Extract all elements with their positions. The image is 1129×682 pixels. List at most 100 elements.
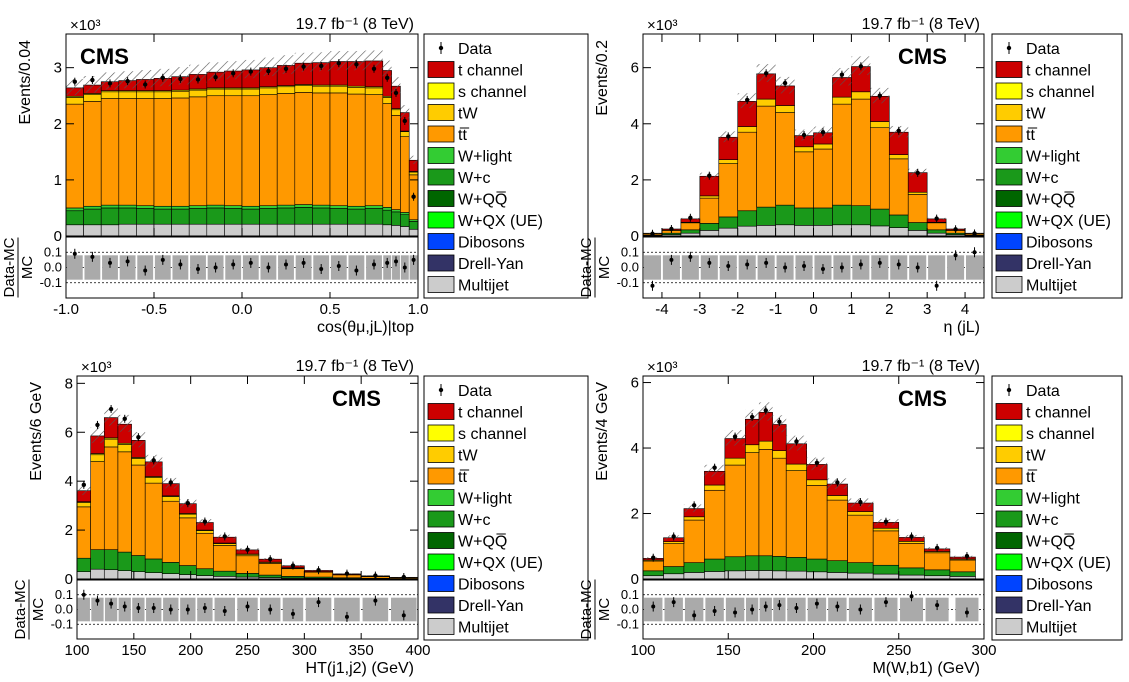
bar-w-c <box>718 216 739 229</box>
data-point <box>136 434 141 440</box>
bar-tt- <box>758 449 773 557</box>
cms-label: CMS <box>898 44 947 69</box>
ratio-point <box>301 260 306 265</box>
bar-w-c <box>144 558 163 573</box>
bar-w-c <box>704 558 726 572</box>
data-point <box>81 482 87 488</box>
legend-swatch <box>427 233 455 250</box>
bar-tw <box>847 511 874 516</box>
bar-w-c <box>224 208 243 225</box>
stack-group <box>66 50 418 236</box>
bar-w-c <box>926 229 947 234</box>
legend-label: Dibosons <box>1026 577 1093 594</box>
ratio-point <box>125 259 130 264</box>
legend-swatch <box>995 254 1023 272</box>
data-point <box>669 226 674 232</box>
legend-marker <box>438 387 444 393</box>
x-tick-label: 300 <box>971 642 996 659</box>
ratio-point <box>883 600 888 605</box>
bar-tt- <box>643 560 664 572</box>
x-tick-label: 100 <box>64 642 89 659</box>
legend-swatch <box>427 467 455 485</box>
bar-w-c <box>408 221 418 230</box>
bar-w-c <box>196 568 214 576</box>
legend-marker <box>1006 387 1012 393</box>
ratio-point <box>750 607 755 612</box>
legend-swatch <box>427 510 455 528</box>
bar-w-c <box>870 208 890 227</box>
ratio-point <box>858 607 863 612</box>
data-point <box>393 90 399 96</box>
uncertainty-band <box>259 57 278 77</box>
legend-label: tW <box>1026 448 1046 465</box>
bar-w-c <box>347 208 366 225</box>
bar-tt- <box>294 92 313 205</box>
ratio-point <box>316 600 321 605</box>
bar-w-c <box>872 564 900 575</box>
bar-tt- <box>213 545 237 572</box>
legend-swatch <box>427 104 455 121</box>
uncertainty-band <box>136 70 154 88</box>
data-point <box>266 68 271 74</box>
bar-multijet <box>329 223 348 236</box>
ratio-point <box>726 263 731 268</box>
data-point <box>336 60 341 66</box>
bar-multijet <box>259 223 278 236</box>
bar-w-c <box>294 207 313 225</box>
data-point <box>185 500 191 506</box>
ratio-tick-label: -0.1 <box>617 616 639 631</box>
legend-label: W+c <box>458 512 490 529</box>
bar-tw <box>196 530 214 534</box>
legend: Data t channel s channel tW tt̅ W+light W+c W+Q… <box>991 33 1123 299</box>
bar-w-c <box>66 210 84 226</box>
x-tick-label: 1.0 <box>408 301 429 318</box>
bar-tt- <box>888 158 909 216</box>
legend-label: Drell-Yan <box>1026 256 1092 273</box>
ratio-tick-label: -0.1 <box>51 616 73 631</box>
x-axis-label: cos(θμ,jL)|top <box>317 319 414 336</box>
legend-swatch <box>427 61 455 78</box>
legend-swatch <box>995 125 1023 143</box>
x-axis-label: HT(j1,j2) (GeV) <box>306 660 414 677</box>
data-point <box>373 573 378 578</box>
legend-label: t channel <box>1026 405 1091 422</box>
bar-tt- <box>329 92 348 206</box>
y-tick-label: 0 <box>65 571 73 588</box>
bar-tt- <box>756 105 776 208</box>
bar-w-c <box>391 211 401 226</box>
bar-multijet <box>100 224 120 236</box>
bar-multijet <box>663 573 685 579</box>
data-point <box>143 82 148 87</box>
bar-multijet <box>117 570 132 579</box>
ratio-point <box>783 265 788 270</box>
bar-tt- <box>391 115 401 210</box>
bar-tw <box>294 85 313 93</box>
ratio-tick-label: 0.1 <box>621 244 639 259</box>
ratio-label-bottom: MC <box>596 598 613 621</box>
bar-w-light <box>188 205 208 209</box>
ratio-point <box>835 604 840 609</box>
bar-multijet <box>144 572 163 579</box>
ratio-uncertainty <box>409 255 418 280</box>
ratio-point <box>692 613 697 618</box>
data-point <box>268 556 273 562</box>
y-tick-label: 2 <box>65 522 73 539</box>
bar-multijet <box>83 224 102 236</box>
bar-w-c <box>171 208 190 225</box>
data-point <box>671 534 676 539</box>
x-tick-label: 200 <box>178 642 203 659</box>
bar-w-light <box>66 207 84 212</box>
y-axis-label: Events/6 GeV <box>28 382 45 481</box>
legend-label: W+c <box>458 170 490 187</box>
bar-tw <box>806 479 828 486</box>
legend-label: W+QQ̅ <box>1026 191 1075 209</box>
ratio-point <box>222 608 227 613</box>
bar-multijet <box>294 223 313 236</box>
bar-tt- <box>704 489 726 560</box>
uncertainty-band <box>949 555 976 559</box>
bar-tw <box>206 88 225 97</box>
lumi-label: 19.7 fb⁻¹ (8 TeV) <box>862 16 980 33</box>
data-point <box>763 408 768 413</box>
bar-tw <box>718 159 739 164</box>
ratio-point <box>814 601 819 606</box>
